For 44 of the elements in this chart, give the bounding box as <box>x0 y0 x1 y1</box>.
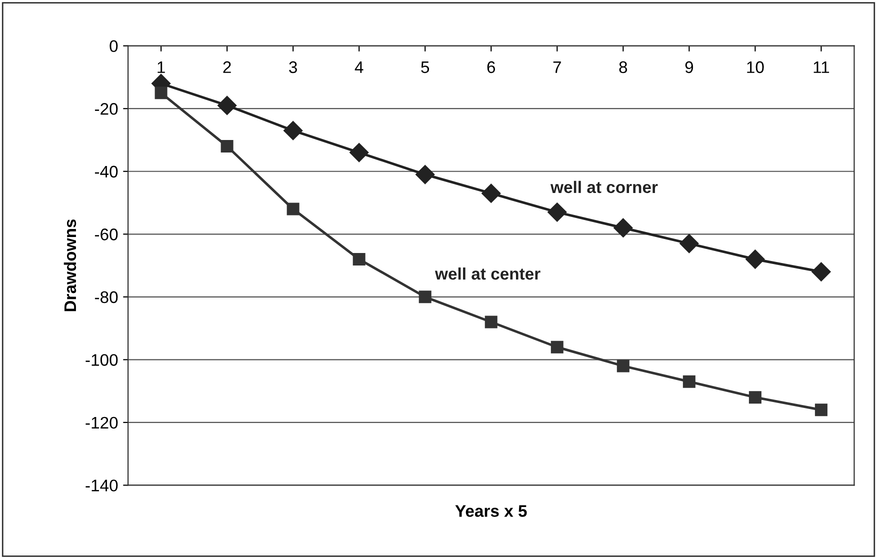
point <box>418 290 432 304</box>
x-tick-label: 1 <box>158 61 165 73</box>
point <box>484 316 498 328</box>
series-label: well at center <box>434 267 540 280</box>
point <box>218 96 237 115</box>
y-tick-label: -100 <box>86 354 118 366</box>
x-tick-label: 8 <box>619 61 628 74</box>
point <box>814 404 828 416</box>
x-tick-label: 7 <box>553 61 561 73</box>
series-label: well at corner <box>550 180 658 194</box>
y-tick-label: -20 <box>94 103 118 115</box>
y-tick-label: -60 <box>94 228 118 240</box>
x-tick-label: 9 <box>685 61 694 74</box>
point <box>154 86 168 100</box>
point <box>748 391 762 404</box>
y-tick-label: 0 <box>110 40 118 52</box>
point <box>746 250 765 269</box>
point <box>482 184 501 203</box>
y-tick-label: -140 <box>86 480 118 492</box>
point <box>616 360 630 372</box>
point <box>812 262 831 282</box>
point <box>284 121 303 140</box>
y-axis-title: Drawdowns <box>64 219 76 312</box>
point <box>680 234 699 254</box>
x-tick-label: 3 <box>289 61 297 74</box>
x-axis-title: Years x 5 <box>455 505 527 517</box>
x-tick-label: 4 <box>354 61 364 73</box>
point <box>548 202 567 222</box>
x-tick-label: 5 <box>421 61 430 74</box>
point <box>352 253 366 266</box>
point <box>550 340 564 354</box>
x-tick-label: 6 <box>487 61 496 74</box>
x-tick-label: 10 <box>747 61 764 74</box>
point <box>614 218 633 238</box>
x-tick-label: 11 <box>814 61 830 73</box>
point <box>350 143 369 162</box>
x-tick-label: 2 <box>223 61 231 73</box>
point <box>220 140 234 153</box>
y-tick-label: -80 <box>94 291 118 304</box>
point <box>682 375 696 388</box>
y-tick-label: -40 <box>94 166 118 178</box>
point <box>286 202 300 216</box>
y-tick-label: -120 <box>86 416 118 429</box>
point <box>416 164 435 184</box>
